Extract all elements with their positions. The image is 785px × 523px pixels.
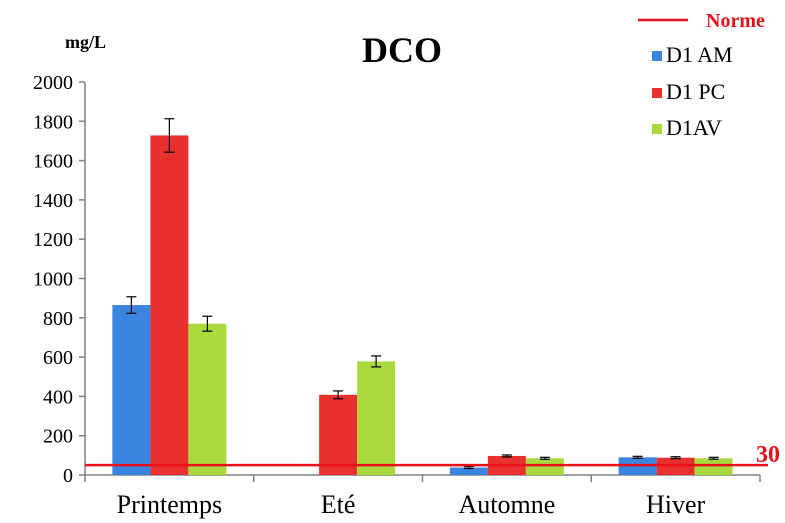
legend-norm-text: Norme [706, 10, 765, 32]
bars [112, 135, 733, 475]
y-tick-label-1400: 1400 [33, 190, 73, 212]
error-bar-d1-pc-hiver [670, 456, 681, 460]
bar-d1-pc-ete [319, 394, 358, 475]
category-labels: Printemps Eté Automne Hiver [117, 490, 706, 519]
bar-d1av-automne [525, 458, 564, 475]
error-bar-d1-am-printemps [126, 296, 137, 314]
y-tick-label-1800: 1800 [33, 111, 73, 133]
y-tick-label-600: 600 [43, 347, 73, 369]
y-tick-label-0: 0 [63, 465, 73, 487]
y-ticks: 0 200 400 600 800 1000 1200 1400 1600 1800 2000 [33, 72, 85, 487]
chart-title: DCO [362, 30, 442, 70]
bar-d1av-ete [357, 361, 396, 475]
legend-swatch-d1-pc [652, 88, 662, 98]
legend-swatch-d1av [652, 124, 662, 134]
bar-d1av-printemps [188, 323, 227, 475]
error-bar-d1-am-automne [463, 465, 474, 470]
y-tick-label-200: 200 [43, 426, 73, 448]
y-tick-label-400: 400 [43, 386, 73, 408]
y-tick-label-1600: 1600 [33, 151, 73, 173]
category-label-hiver: Hiver [646, 490, 706, 519]
bar-d1-pc-printemps [150, 135, 189, 475]
error-bar-d1av-printemps [202, 315, 213, 332]
legend-swatch-d1-am [652, 51, 662, 61]
legend: Norme D1 AM D1 PC D1AV [638, 10, 765, 140]
legend-label-d1-pc: D1 PC [666, 79, 725, 104]
error-bar-d1-pc-automne [501, 454, 512, 458]
error-bar-d1av-hiver [708, 456, 719, 460]
norm-value-label: 30 [756, 442, 780, 468]
y-tick-label-1000: 1000 [33, 269, 73, 291]
bar-d1-am-printemps [112, 305, 151, 475]
bar-d1av-hiver [694, 458, 733, 475]
x-ticks [84, 475, 761, 482]
error-bar-d1-pc-ete [333, 390, 344, 400]
error-bars [126, 118, 719, 470]
error-bar-d1av-automne [539, 456, 550, 460]
legend-label-d1av: D1AV [666, 115, 722, 140]
y-axis-unit: mg/L [65, 32, 106, 52]
legend-label-d1-am: D1 AM [666, 42, 733, 67]
category-label-automne: Automne [458, 490, 555, 519]
error-bar-d1av-ete [371, 355, 382, 368]
y-tick-label-1200: 1200 [33, 229, 73, 251]
y-tick-label-2000: 2000 [33, 72, 73, 94]
category-label-printemps: Printemps [117, 490, 222, 519]
category-label-ete: Eté [321, 490, 356, 519]
error-bar-d1-pc-printemps [164, 118, 175, 153]
error-bar-d1-am-hiver [632, 455, 643, 459]
y-tick-label-800: 800 [43, 308, 73, 330]
bar-d1-am-automne [449, 467, 488, 475]
